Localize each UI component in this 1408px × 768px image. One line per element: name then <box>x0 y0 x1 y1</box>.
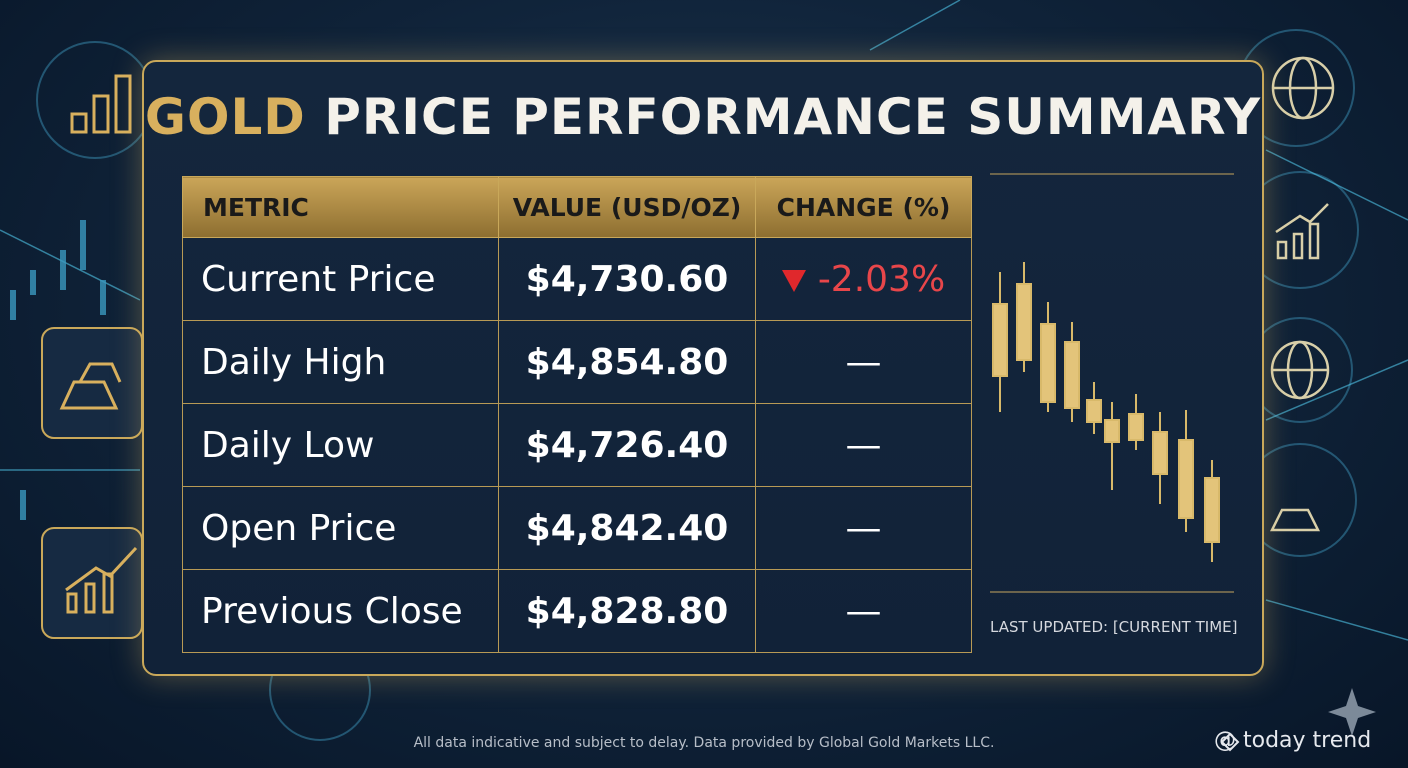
value-cell: $4,828.80 <box>498 569 756 653</box>
cell-text: — <box>845 341 882 383</box>
table-row: Open Price $4,842.40 — <box>182 486 972 570</box>
cell-text: Open Price <box>201 507 397 549</box>
summary-panel: GOLD PRICE PERFORMANCE SUMMARY METRIC VAL… <box>142 60 1264 676</box>
cell-text: $4,854.80 <box>525 341 729 383</box>
table-body: Current Price $4,730.60 -2.03% Daily High $4… <box>182 237 972 653</box>
metric-cell: Previous Close <box>182 569 499 653</box>
change-cell: — <box>755 320 972 404</box>
value-cell: $4,726.40 <box>498 403 756 487</box>
cell-text: Current Price <box>201 258 436 300</box>
title: GOLD PRICE PERFORMANCE SUMMARY <box>144 88 1262 146</box>
candlestick-illustration <box>990 173 1234 593</box>
cell-text: $4,828.80 <box>525 590 729 632</box>
disclaimer: All data indicative and subject to delay… <box>413 735 995 751</box>
column-header: CHANGE (%) <box>755 176 972 238</box>
cell-text: — <box>845 424 882 466</box>
table-row: Current Price $4,730.60 -2.03% <box>182 237 972 321</box>
metric-cell: Current Price <box>182 237 499 321</box>
title-text: PRICE PERFORMANCE SUMMARY <box>324 88 1262 146</box>
cell-text: Daily Low <box>201 424 375 466</box>
watermark: @ today trend <box>1214 728 1372 753</box>
table-row: Daily Low $4,726.40 — <box>182 403 972 487</box>
table-row: Previous Close $4,828.80 — <box>182 569 972 653</box>
cell-text: — <box>845 590 882 632</box>
cell-text: $4,726.40 <box>525 424 729 466</box>
column-header: VALUE (USD/OZ) <box>498 176 756 238</box>
change-cell: -2.03% <box>755 237 972 321</box>
title-accent: GOLD <box>144 88 306 146</box>
header-row: METRIC VALUE (USD/OZ) CHANGE (%) <box>182 176 972 238</box>
down-arrow <box>781 269 806 292</box>
column-header: METRIC <box>182 176 499 238</box>
change-cell: — <box>755 486 972 570</box>
table-row: Daily High $4,854.80 — <box>182 320 972 404</box>
last-updated: LAST UPDATED: [CURRENT TIME] <box>990 618 1238 636</box>
cell-text: — <box>845 507 882 549</box>
cell-text: Previous Close <box>201 590 463 632</box>
value-cell: $4,842.40 <box>498 486 756 570</box>
change-cell: — <box>755 403 972 487</box>
metric-cell: Daily Low <box>182 403 499 487</box>
metric-cell: Open Price <box>182 486 499 570</box>
value-cell: $4,854.80 <box>498 320 756 404</box>
metric-cell: Daily High <box>182 320 499 404</box>
cell-text: $4,842.40 <box>525 507 729 549</box>
cell-text: -2.03% <box>817 258 946 300</box>
cell-text: Daily High <box>201 341 387 383</box>
value-cell: $4,730.60 <box>498 237 756 321</box>
change-cell: — <box>755 569 972 653</box>
cell-text: $4,730.60 <box>525 258 729 300</box>
price-table: METRIC VALUE (USD/OZ) CHANGE (%) Current P… <box>182 176 972 653</box>
